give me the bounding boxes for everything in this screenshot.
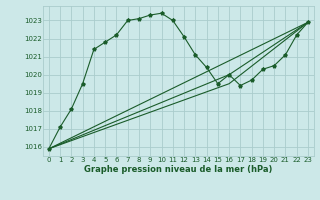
X-axis label: Graphe pression niveau de la mer (hPa): Graphe pression niveau de la mer (hPa): [84, 165, 273, 174]
